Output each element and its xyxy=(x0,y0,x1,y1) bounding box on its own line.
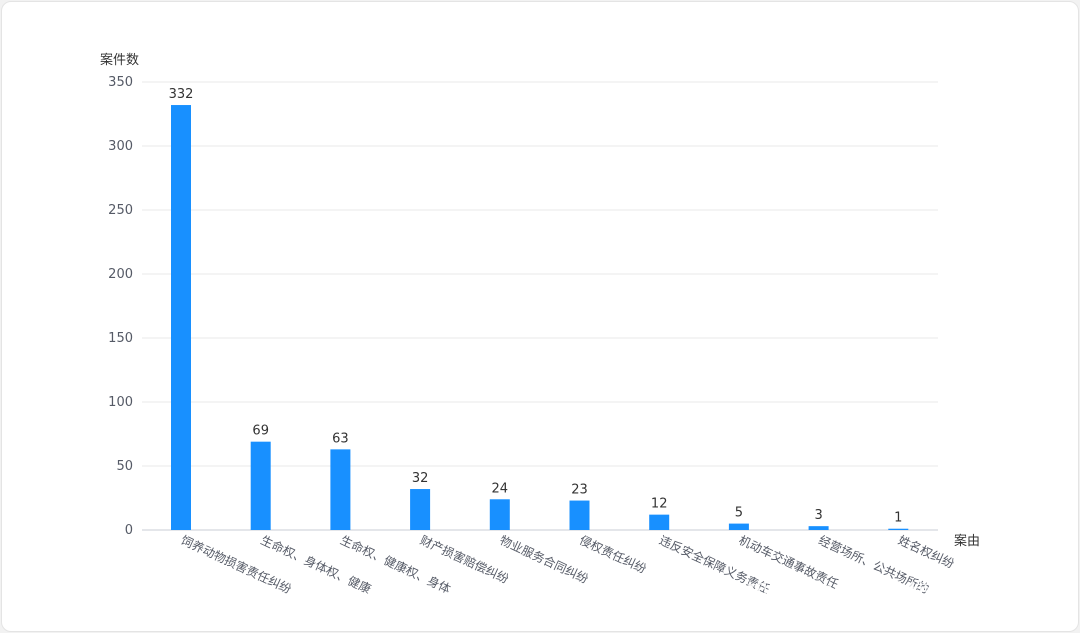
data-label: 12 xyxy=(651,497,668,512)
data-label: 69 xyxy=(252,424,269,439)
x-tick-label: 姓名权纠纷 xyxy=(896,532,957,571)
y-axis-ticks: 0 50 100 150 200 250 300 350 xyxy=(108,75,133,538)
bar[interactable] xyxy=(410,489,431,530)
bar[interactable] xyxy=(489,499,510,530)
watermark: 知乎 @小包公法律·AI xyxy=(746,581,958,606)
bar[interactable] xyxy=(888,528,909,530)
y-tick-label: 100 xyxy=(108,395,133,410)
x-tick-label: 物业服务合同纠纷 xyxy=(498,532,591,586)
data-label: 63 xyxy=(332,431,349,446)
y-axis-title: 案件数 xyxy=(100,53,139,68)
x-axis-title: 案由 xyxy=(954,534,980,549)
value-labels: 332 69 63 32 24 23 12 5 3 1 xyxy=(169,87,903,526)
y-tick-label: 250 xyxy=(108,203,133,218)
x-tick-label: 侵权责任纠纷 xyxy=(577,532,649,576)
data-label: 332 xyxy=(169,87,194,102)
y-tick-label: 150 xyxy=(108,331,133,346)
bar[interactable] xyxy=(808,526,829,530)
bars xyxy=(171,105,909,530)
bar[interactable] xyxy=(330,449,351,530)
grid-lines xyxy=(142,81,938,531)
y-tick-label: 200 xyxy=(108,267,133,282)
data-label: 24 xyxy=(492,481,509,496)
bar[interactable] xyxy=(649,514,670,530)
data-label: 3 xyxy=(814,508,822,523)
bar[interactable] xyxy=(171,105,191,530)
y-tick-label: 50 xyxy=(116,459,133,474)
bar[interactable] xyxy=(250,441,271,530)
y-tick-label: 300 xyxy=(108,139,133,154)
y-tick-label: 350 xyxy=(108,75,133,90)
data-label: 32 xyxy=(412,471,429,486)
y-tick-label: 0 xyxy=(125,523,133,538)
data-label: 1 xyxy=(894,511,902,526)
data-label: 5 xyxy=(735,506,743,521)
data-label: 23 xyxy=(571,483,588,498)
bar[interactable] xyxy=(569,500,590,530)
bar[interactable] xyxy=(728,523,749,530)
